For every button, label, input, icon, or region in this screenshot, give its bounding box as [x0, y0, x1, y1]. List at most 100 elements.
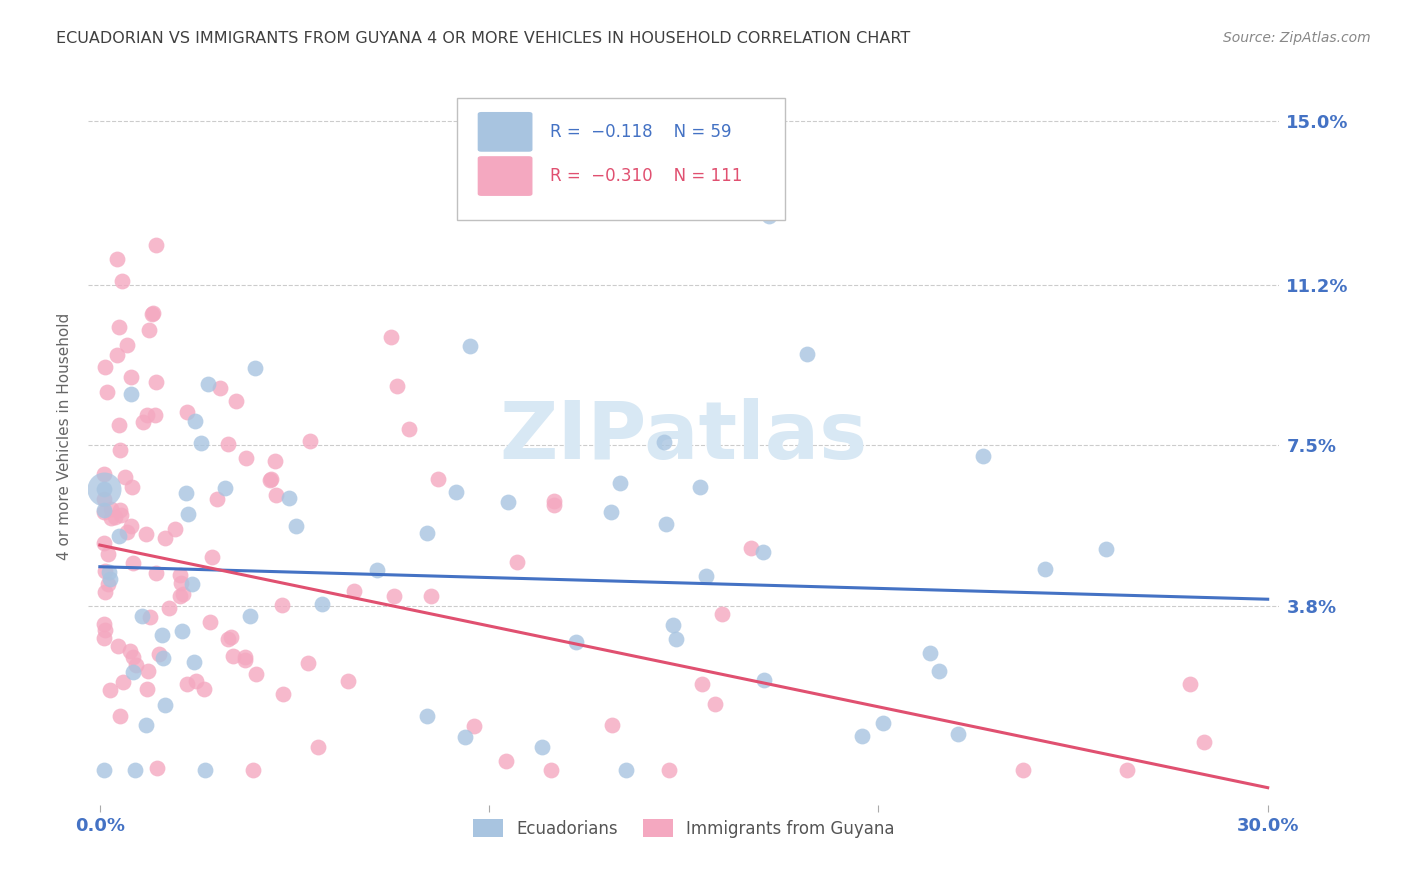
Text: R =  −0.310    N = 111: R = −0.310 N = 111 [550, 167, 742, 185]
Point [121, 370, 143, 384]
Point [146, 761, 169, 775]
Point [209, 381, 232, 395]
Point [758, 209, 780, 223]
Point [110, 508, 132, 522]
Point [190, 436, 212, 450]
Point [217, 632, 239, 646]
Point [219, 630, 242, 644]
Point [239, 609, 262, 624]
Point [176, 405, 198, 419]
Point [121, 480, 143, 494]
Point [132, 415, 155, 429]
Point [145, 375, 167, 389]
Point [299, 434, 322, 448]
Point [336, 673, 359, 688]
Point [387, 379, 409, 393]
Point [222, 648, 245, 663]
Point [752, 673, 775, 687]
Point [163, 522, 186, 536]
Point [98, 566, 121, 580]
Point [614, 764, 637, 778]
Text: ZIPatlas: ZIPatlas [499, 398, 868, 475]
Point [177, 507, 200, 521]
FancyBboxPatch shape [478, 156, 533, 196]
Point [307, 740, 329, 755]
Point [136, 681, 159, 696]
Point [104, 510, 127, 524]
Text: R =  −0.118    N = 59: R = −0.118 N = 59 [550, 123, 733, 141]
Point [695, 569, 717, 583]
Point [159, 600, 181, 615]
Point [398, 422, 420, 436]
Point [120, 519, 142, 533]
Point [125, 657, 148, 672]
Point [872, 715, 894, 730]
Point [169, 567, 191, 582]
Point [311, 597, 333, 611]
Point [111, 274, 134, 288]
Point [1178, 676, 1201, 690]
Point [138, 610, 160, 624]
Point [100, 502, 122, 516]
Point [704, 698, 727, 712]
Point [242, 764, 264, 778]
Point [142, 306, 165, 320]
Point [169, 589, 191, 603]
Point [98, 682, 121, 697]
Point [122, 556, 145, 570]
Point [278, 491, 301, 506]
Point [194, 764, 217, 778]
Point [658, 764, 681, 778]
Point [751, 545, 773, 559]
Point [183, 414, 205, 428]
Point [145, 409, 167, 423]
Point [655, 517, 678, 532]
Point [380, 330, 402, 344]
Point [176, 677, 198, 691]
FancyBboxPatch shape [457, 98, 785, 219]
Point [540, 764, 562, 778]
Point [214, 481, 236, 495]
Point [107, 639, 129, 653]
Point [105, 348, 128, 362]
Point [543, 499, 565, 513]
Point [145, 566, 167, 581]
Point [108, 529, 131, 543]
Point [506, 555, 529, 569]
Point [93, 467, 115, 482]
Point [145, 238, 167, 252]
Point [152, 651, 174, 665]
Y-axis label: 4 or more Vehicles in Household: 4 or more Vehicles in Household [58, 313, 72, 560]
Point [463, 719, 485, 733]
Point [97, 577, 120, 591]
Legend: Ecuadorians, Immigrants from Guyana: Ecuadorians, Immigrants from Guyana [467, 813, 901, 845]
Point [260, 472, 283, 486]
Point [193, 682, 215, 697]
Point [245, 666, 267, 681]
Point [97, 547, 120, 561]
Point [243, 361, 266, 376]
Point [217, 437, 239, 451]
Point [121, 665, 143, 679]
Point [599, 505, 621, 519]
Point [183, 655, 205, 669]
Point [665, 632, 688, 646]
Point [918, 646, 941, 660]
Point [131, 609, 153, 624]
Point [111, 674, 134, 689]
Point [415, 525, 437, 540]
Point [124, 764, 146, 778]
Point [184, 674, 207, 689]
Point [96, 384, 118, 399]
Point [174, 485, 197, 500]
Point [458, 339, 481, 353]
Point [108, 443, 131, 458]
Point [201, 549, 224, 564]
Point [564, 634, 586, 648]
Point [108, 708, 131, 723]
Point [153, 531, 176, 545]
Point [93, 584, 115, 599]
Text: ECUADORIAN VS IMMIGRANTS FROM GUYANA 4 OR MORE VEHICLES IN HOUSEHOLD CORRELATION: ECUADORIAN VS IMMIGRANTS FROM GUYANA 4 O… [56, 31, 911, 46]
Point [170, 576, 193, 591]
Point [453, 731, 475, 745]
